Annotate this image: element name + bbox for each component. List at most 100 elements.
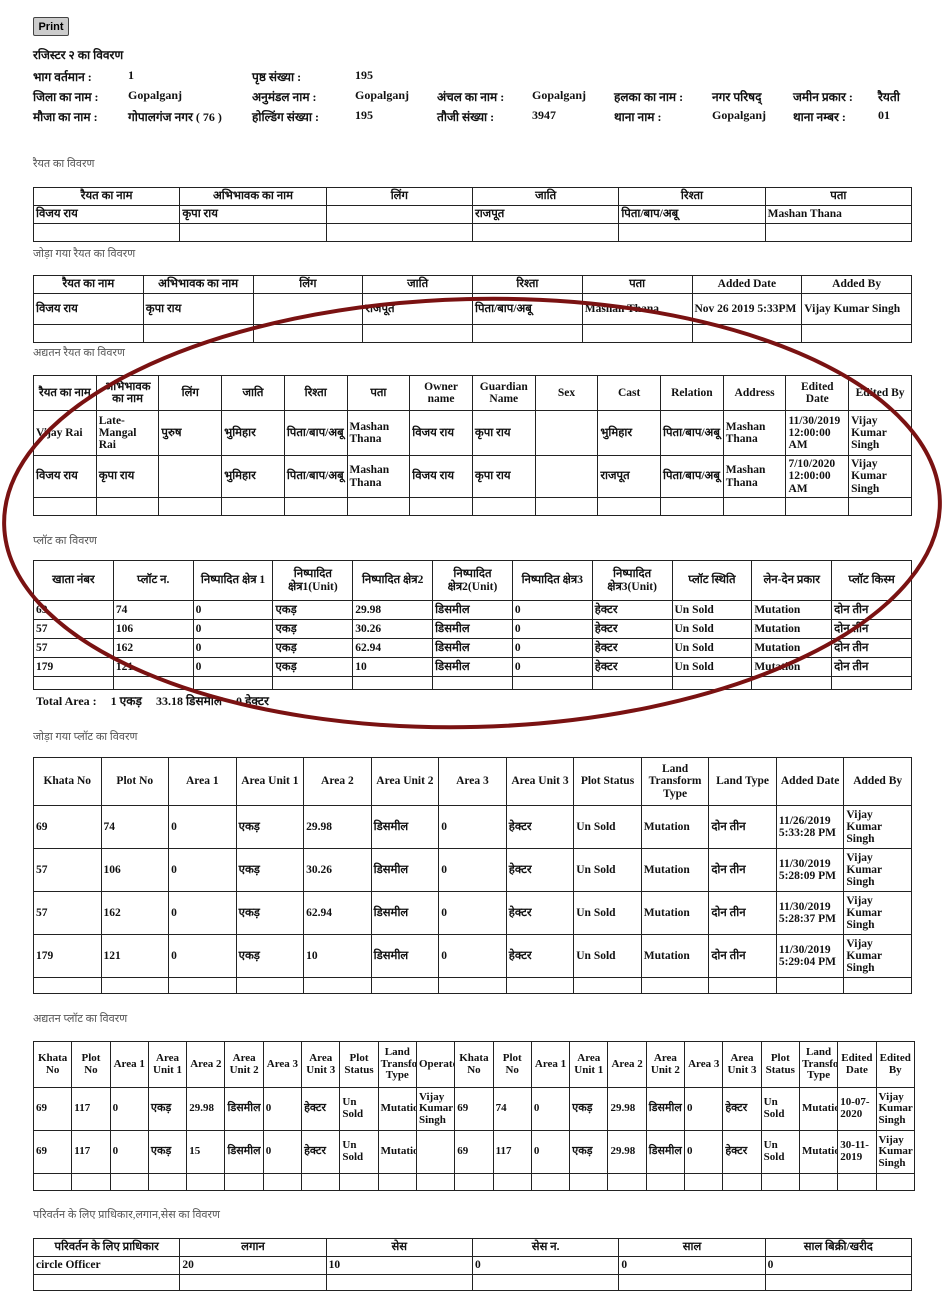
table-cell: Mashan Thana bbox=[346, 455, 411, 498]
column-header: Area Unit 1 bbox=[147, 1041, 188, 1088]
column-header: अभिभावक का नाम bbox=[142, 275, 254, 294]
total-area-hectare: 0 हेक्टर bbox=[236, 694, 269, 708]
table-row: विजय राय कृपा राय राजपूत पिता/बाप/अबू Mashan… bbox=[33, 293, 912, 325]
table-cell bbox=[362, 324, 473, 343]
column-header: जाति bbox=[471, 187, 620, 206]
column-header: लिंग bbox=[252, 275, 364, 294]
table-cell: Mutation bbox=[640, 805, 710, 849]
column-header: निष्पादित क्षेत्र1(Unit) bbox=[272, 560, 354, 601]
table-cell: 117 bbox=[71, 1130, 111, 1174]
column-header: Land Transform Type bbox=[640, 757, 710, 806]
table-cell: Vijay Kumar Singh bbox=[415, 1087, 456, 1131]
table-cell: 0 bbox=[684, 1087, 724, 1131]
column-header: Area Unit 2 bbox=[645, 1041, 686, 1088]
table-cell: 0 bbox=[168, 805, 237, 849]
table-row: 57 162 0 एकड़ 62.94 डिसमील 0 हेक्टर Un Sold Mutat… bbox=[33, 638, 912, 658]
table-cell: 57 bbox=[33, 619, 114, 639]
anchal-label: अंचल का नाम : bbox=[437, 90, 505, 104]
table-cell bbox=[158, 455, 223, 498]
table-cell: 69 bbox=[33, 600, 114, 620]
table-cell bbox=[573, 977, 642, 994]
table-header-row: रैयत का नाम अभिभावक का नाम लिंग जाति रिश्ता प… bbox=[33, 275, 912, 294]
table-row: 179 121 0 एकड़ 10 डिसमील 0 हेक्टर Un Sold Mutatio… bbox=[33, 934, 912, 978]
subdivision-value: Gopalganj bbox=[355, 88, 410, 102]
halka-label: हलका का नाम : bbox=[614, 90, 684, 104]
table-cell: डिसमील bbox=[370, 848, 440, 892]
table-cell bbox=[534, 410, 599, 456]
table-cell bbox=[691, 324, 803, 343]
table-cell: 57 bbox=[33, 848, 102, 892]
total-area-decimal: 33.18 डिसमील bbox=[155, 694, 223, 708]
column-header: Area 3 bbox=[262, 1041, 303, 1088]
table-cell: हेक्टर bbox=[591, 638, 673, 658]
column-header: निष्पादित क्षेत्र3(Unit) bbox=[591, 560, 673, 601]
table-row: 57 106 0 एकड़ 30.26 डिसमील 0 हेक्टर Un Sold Mutat… bbox=[33, 848, 912, 892]
print-button[interactable]: Print bbox=[33, 17, 69, 36]
mauja-label: मौजा का नाम : bbox=[33, 110, 98, 124]
added-raiyat-table: रैयत का नाम अभिभावक का नाम लिंग जाति रिश्ता प… bbox=[33, 275, 912, 343]
table-cell: Mutation bbox=[751, 619, 833, 639]
table-cell bbox=[252, 324, 364, 343]
table-cell: डिसमील bbox=[645, 1130, 686, 1174]
table-cell bbox=[109, 1173, 149, 1191]
table-cell: 0 bbox=[764, 1256, 913, 1275]
table-cell bbox=[801, 324, 912, 343]
column-header: Added By bbox=[801, 275, 912, 294]
table-cell bbox=[71, 1173, 111, 1191]
table-cell: एकड़ bbox=[272, 600, 354, 620]
table-cell bbox=[33, 324, 144, 343]
table-header-row: Khata No Plot No Area 1 Area Unit 1 Area 2 Ar… bbox=[32, 1041, 916, 1088]
table-cell bbox=[671, 676, 753, 690]
table-cell bbox=[179, 1274, 327, 1291]
table-cell: कृपा राय bbox=[471, 455, 536, 498]
column-header: Plot No bbox=[100, 757, 170, 806]
column-header: लेन-देन प्रकार bbox=[751, 560, 833, 601]
total-area: Total Area : 1 एकड़ 33.18 डिसमील 0 हेक्टर bbox=[36, 692, 283, 709]
table-cell: 0 bbox=[168, 848, 237, 892]
added-plot-table: Khata No Plot No Area 1 Area Unit 1 Area 2 Ar… bbox=[33, 757, 912, 994]
table-cell: दोन तीन bbox=[708, 934, 777, 978]
table-cell: Un Sold bbox=[671, 600, 753, 620]
table-cell: 11/30/2019 5:29:04 PM bbox=[775, 934, 845, 978]
table-cell: 10 bbox=[325, 1256, 473, 1275]
table-cell: एकड़ bbox=[235, 848, 305, 892]
table-cell: Un Sold bbox=[339, 1130, 379, 1174]
column-header: Land Transform Type bbox=[377, 1041, 417, 1088]
table-cell bbox=[591, 676, 673, 690]
column-header: साल bbox=[618, 1238, 766, 1257]
column-header: रिश्ता bbox=[618, 187, 766, 206]
table-cell bbox=[751, 676, 833, 690]
table-cell bbox=[875, 1173, 916, 1191]
column-header: अभिभावक का नाम bbox=[95, 375, 160, 411]
table-cell bbox=[112, 676, 194, 690]
table-cell bbox=[221, 497, 285, 516]
table-cell: डिसमील bbox=[370, 934, 440, 978]
table-cell: 0 bbox=[192, 619, 274, 639]
table-row: विजय राय कृपा राय भुमिहार पिता/बाप/अबू Masha… bbox=[33, 455, 912, 498]
table-cell: Vijay Kumar Singh bbox=[848, 410, 912, 456]
table-cell: हेक्टर bbox=[505, 805, 575, 849]
table-cell: 69 bbox=[454, 1130, 494, 1174]
table-cell bbox=[581, 324, 693, 343]
table-cell bbox=[158, 497, 223, 516]
district-label: जिला का नाम : bbox=[33, 90, 99, 104]
table-cell: दोन तीन bbox=[708, 805, 777, 849]
column-header: Land Type bbox=[708, 757, 777, 806]
table-cell bbox=[303, 977, 372, 994]
table-cell: एकड़ bbox=[272, 619, 354, 639]
column-header: प्लॉट स्थिति bbox=[671, 560, 753, 601]
table-cell: Nov 26 2019 5:33PM bbox=[691, 293, 803, 325]
column-header: रिश्ता bbox=[472, 275, 583, 294]
table-cell bbox=[471, 1274, 620, 1291]
table-cell: पिता/बाप/अबू bbox=[472, 293, 583, 325]
table-cell: 0 bbox=[262, 1130, 303, 1174]
column-header: Area Unit 3 bbox=[505, 757, 575, 806]
table-cell: 179 bbox=[33, 934, 102, 978]
holding-value: 195 bbox=[355, 108, 373, 122]
column-header: जाति bbox=[221, 375, 285, 411]
table-cell: circle Officer bbox=[32, 1256, 181, 1275]
column-header: Added By bbox=[843, 757, 912, 806]
table-cell bbox=[831, 676, 912, 690]
column-header: लगान bbox=[179, 1238, 327, 1257]
